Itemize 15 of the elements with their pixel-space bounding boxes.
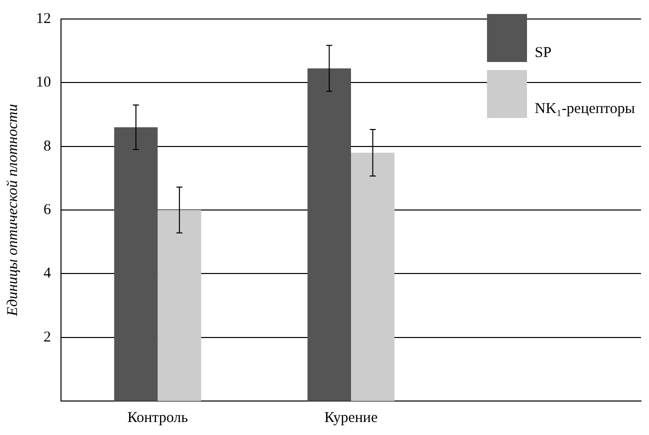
bar (114, 127, 158, 401)
x-tick-label: Курение (324, 410, 378, 426)
bar (158, 210, 202, 401)
text: SP (534, 45, 552, 62)
y-tick-label: 6 (44, 202, 52, 218)
x-tick-label: Контроль (127, 410, 188, 426)
y-tick-label: 12 (36, 10, 51, 27)
y-tick-label: 8 (44, 138, 51, 154)
bar (351, 152, 394, 401)
y-tick-label: 10 (36, 74, 51, 91)
y-tick-label: 4 (44, 266, 52, 282)
bar (308, 68, 351, 401)
text: NK₁-рецепторы (534, 101, 635, 118)
y-axis-title: Единицы оптической плотности (4, 104, 21, 317)
y-tick-label: 2 (44, 329, 51, 346)
